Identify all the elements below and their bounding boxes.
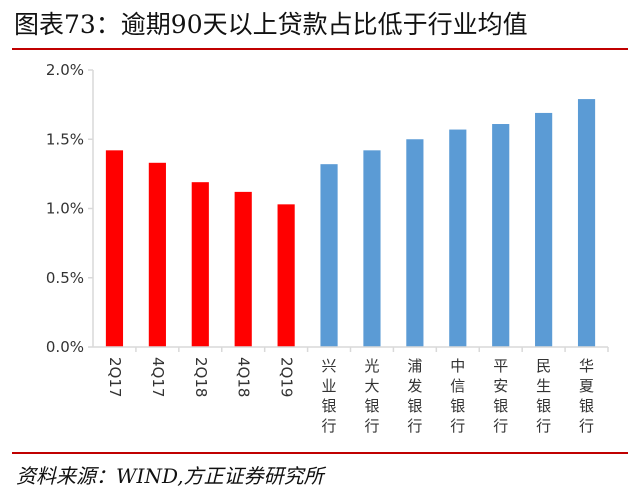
y-tick-label: 1.5%	[46, 130, 84, 148]
bar	[320, 164, 338, 347]
x-tick-label: 浦发银行	[407, 357, 422, 435]
bar	[105, 150, 124, 347]
bars	[105, 99, 596, 348]
bar	[363, 150, 381, 347]
y-tick-label: 2.0%	[46, 61, 84, 79]
y-tick-label: 0.5%	[46, 269, 84, 287]
x-tick-label: 2Q17	[106, 357, 124, 397]
x-tick-label: 平安银行	[493, 357, 508, 435]
x-tick-label: 光大银行	[364, 357, 379, 435]
source-note: 资料来源：WIND,方正证券研究所	[16, 464, 324, 488]
bar	[449, 129, 467, 347]
x-tick-label: 4Q17	[149, 357, 167, 397]
source-divider	[12, 452, 628, 454]
bar-chart: 0.0%0.5%1.0%1.5%2.0% 2Q17 4Q17 2Q18 4Q18 2Q1…	[46, 61, 609, 435]
y-axis: 0.0% 0.5% 1.0% 1.5% 2.0%	[46, 61, 94, 356]
x-tick-label: 华夏银行	[579, 357, 594, 435]
x-tick-label: 2Q18	[192, 357, 210, 397]
page-title: 图表73：逾期90天以上贷款占比低于行业均值	[14, 10, 528, 39]
bar	[277, 204, 295, 347]
x-tick-label: 2Q19	[278, 357, 296, 397]
x-tick-label: 4Q18	[235, 357, 253, 397]
bar	[148, 162, 166, 347]
y-tick-label: 0.0%	[46, 338, 84, 356]
x-tick-label: 民生银行	[536, 357, 551, 435]
x-tick-label: 中信银行	[450, 357, 465, 435]
title-divider	[12, 48, 628, 50]
bar	[492, 124, 510, 347]
bar	[191, 182, 209, 347]
bar	[577, 99, 596, 348]
y-tick-label: 1.0%	[46, 200, 84, 218]
bar	[406, 139, 424, 347]
bar	[234, 191, 252, 347]
x-tick-label: 兴业银行	[322, 357, 337, 435]
x-axis: 2Q17 4Q17 2Q18 4Q18 2Q19 兴业银行 光大银行 浦发银行 中信银行 平安银行…	[93, 346, 609, 435]
bar	[535, 112, 553, 347]
